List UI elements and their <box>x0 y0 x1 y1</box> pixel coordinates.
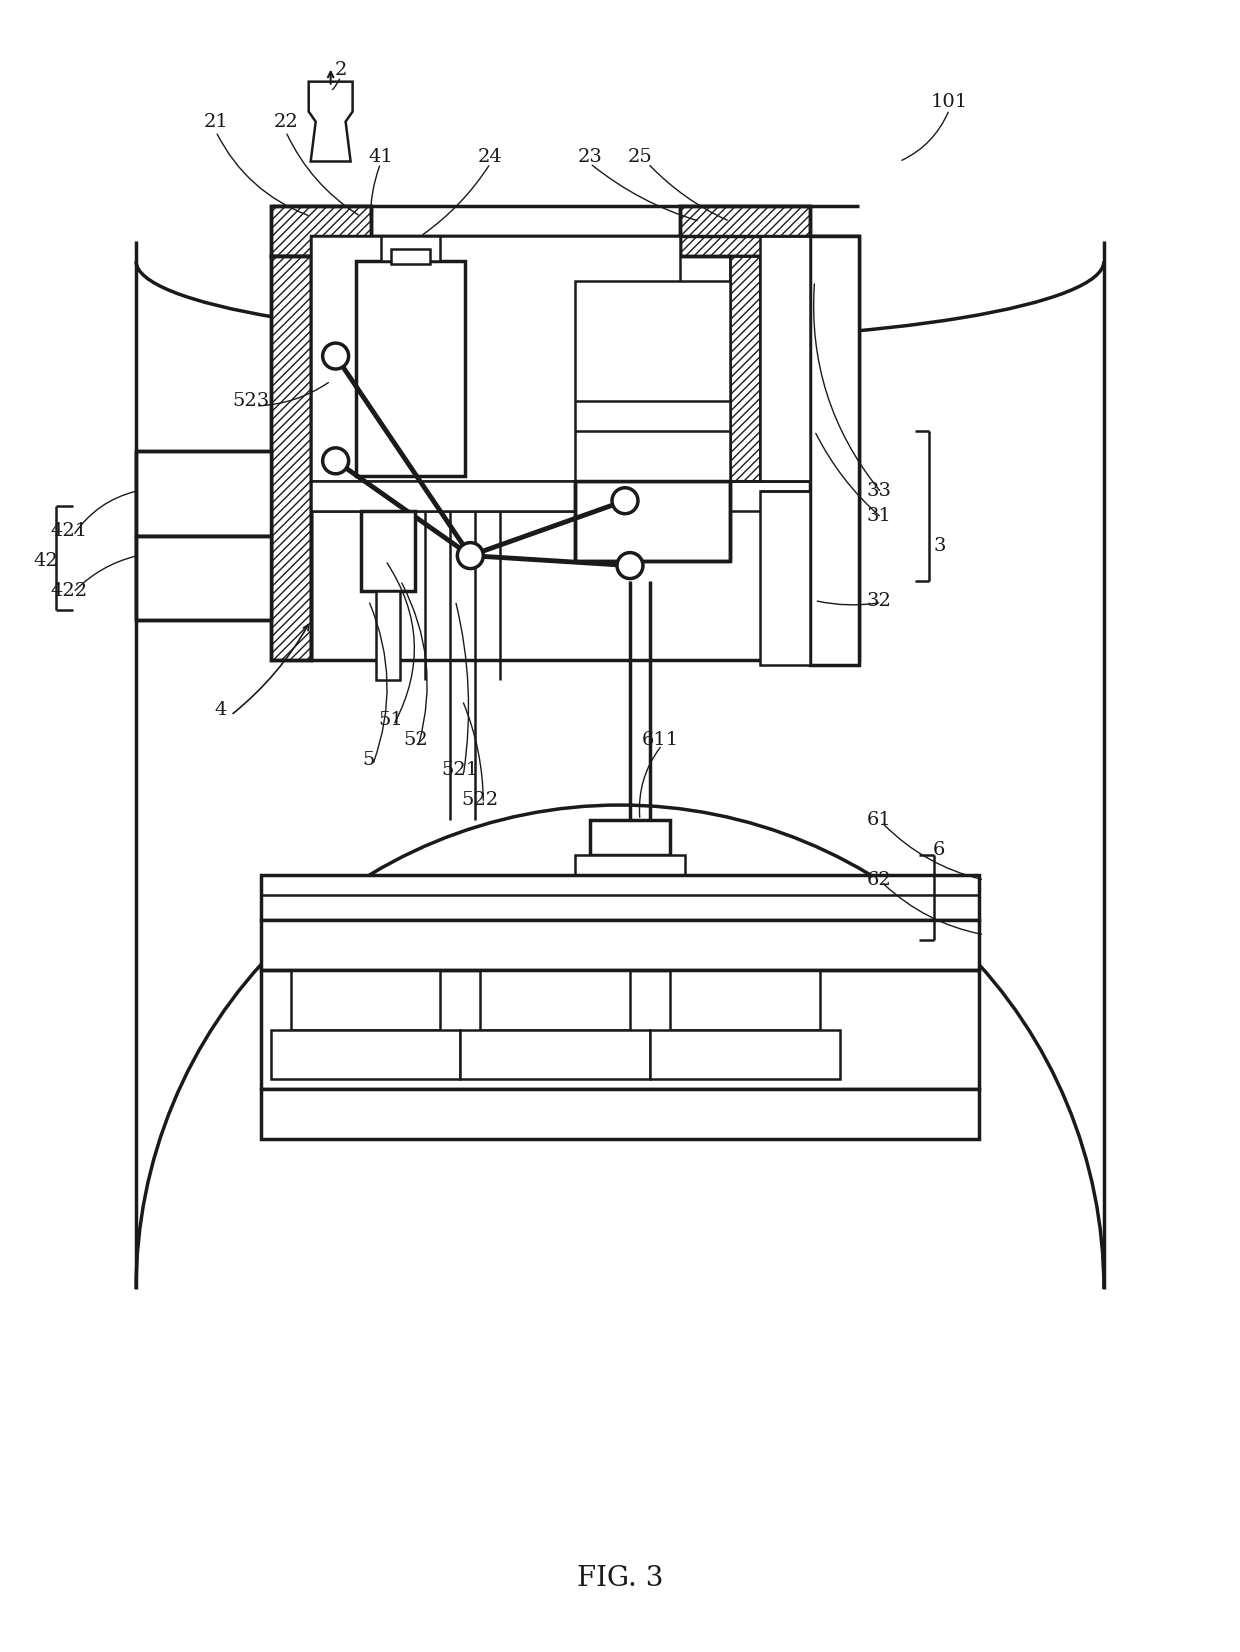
Bar <box>391 249 430 264</box>
Bar <box>136 451 270 535</box>
Circle shape <box>618 553 644 578</box>
Text: 6: 6 <box>932 841 945 859</box>
Bar <box>290 970 440 1029</box>
Bar <box>311 481 680 510</box>
Text: 521: 521 <box>441 762 479 780</box>
Text: 51: 51 <box>378 712 403 729</box>
Bar <box>270 206 371 256</box>
Text: 422: 422 <box>51 582 88 600</box>
Bar <box>730 256 760 481</box>
Text: 32: 32 <box>867 591 892 610</box>
Bar <box>260 970 980 1089</box>
Bar <box>376 590 401 681</box>
Circle shape <box>322 344 348 368</box>
Bar <box>260 876 980 920</box>
Bar <box>650 1029 839 1079</box>
Bar <box>670 970 820 1029</box>
Text: 52: 52 <box>403 732 428 750</box>
Bar <box>810 236 859 666</box>
Text: 41: 41 <box>368 147 393 165</box>
Bar <box>680 206 810 256</box>
Circle shape <box>458 542 484 568</box>
Bar <box>356 261 465 476</box>
Bar <box>730 256 760 481</box>
Bar <box>270 256 311 661</box>
Bar <box>590 819 670 856</box>
Bar <box>260 920 980 970</box>
Text: 24: 24 <box>477 147 502 165</box>
Text: 101: 101 <box>931 93 968 111</box>
Text: 523: 523 <box>232 392 269 410</box>
Bar <box>311 236 680 481</box>
Text: 3: 3 <box>932 537 946 555</box>
Bar <box>381 236 440 261</box>
Text: 23: 23 <box>578 147 603 165</box>
Bar <box>760 236 810 481</box>
Polygon shape <box>309 81 352 162</box>
Circle shape <box>322 448 348 474</box>
Text: 611: 611 <box>641 732 678 750</box>
Text: 4: 4 <box>215 700 227 719</box>
Text: 421: 421 <box>51 522 88 540</box>
Text: 62: 62 <box>867 871 892 889</box>
Text: 31: 31 <box>867 507 892 525</box>
Bar <box>680 206 810 256</box>
Bar <box>575 856 684 876</box>
Bar <box>460 1029 650 1079</box>
Text: 5: 5 <box>362 752 374 770</box>
Text: 42: 42 <box>33 552 58 570</box>
Bar <box>311 236 859 661</box>
Bar <box>270 206 371 256</box>
Text: 61: 61 <box>867 811 892 829</box>
Bar <box>270 1029 460 1079</box>
Bar <box>575 481 730 560</box>
Bar <box>480 970 630 1029</box>
Bar <box>361 510 415 590</box>
Bar <box>575 281 730 481</box>
Text: 22: 22 <box>273 112 298 131</box>
Text: FIG. 3: FIG. 3 <box>577 1564 663 1593</box>
Text: 2: 2 <box>335 61 347 79</box>
Circle shape <box>613 487 637 514</box>
Text: 33: 33 <box>867 482 892 501</box>
Bar <box>760 491 810 666</box>
Bar <box>260 1089 980 1140</box>
Text: 522: 522 <box>461 791 498 809</box>
Bar <box>136 535 270 621</box>
Text: 25: 25 <box>627 147 652 165</box>
Text: 21: 21 <box>203 112 228 131</box>
Bar <box>270 256 311 661</box>
